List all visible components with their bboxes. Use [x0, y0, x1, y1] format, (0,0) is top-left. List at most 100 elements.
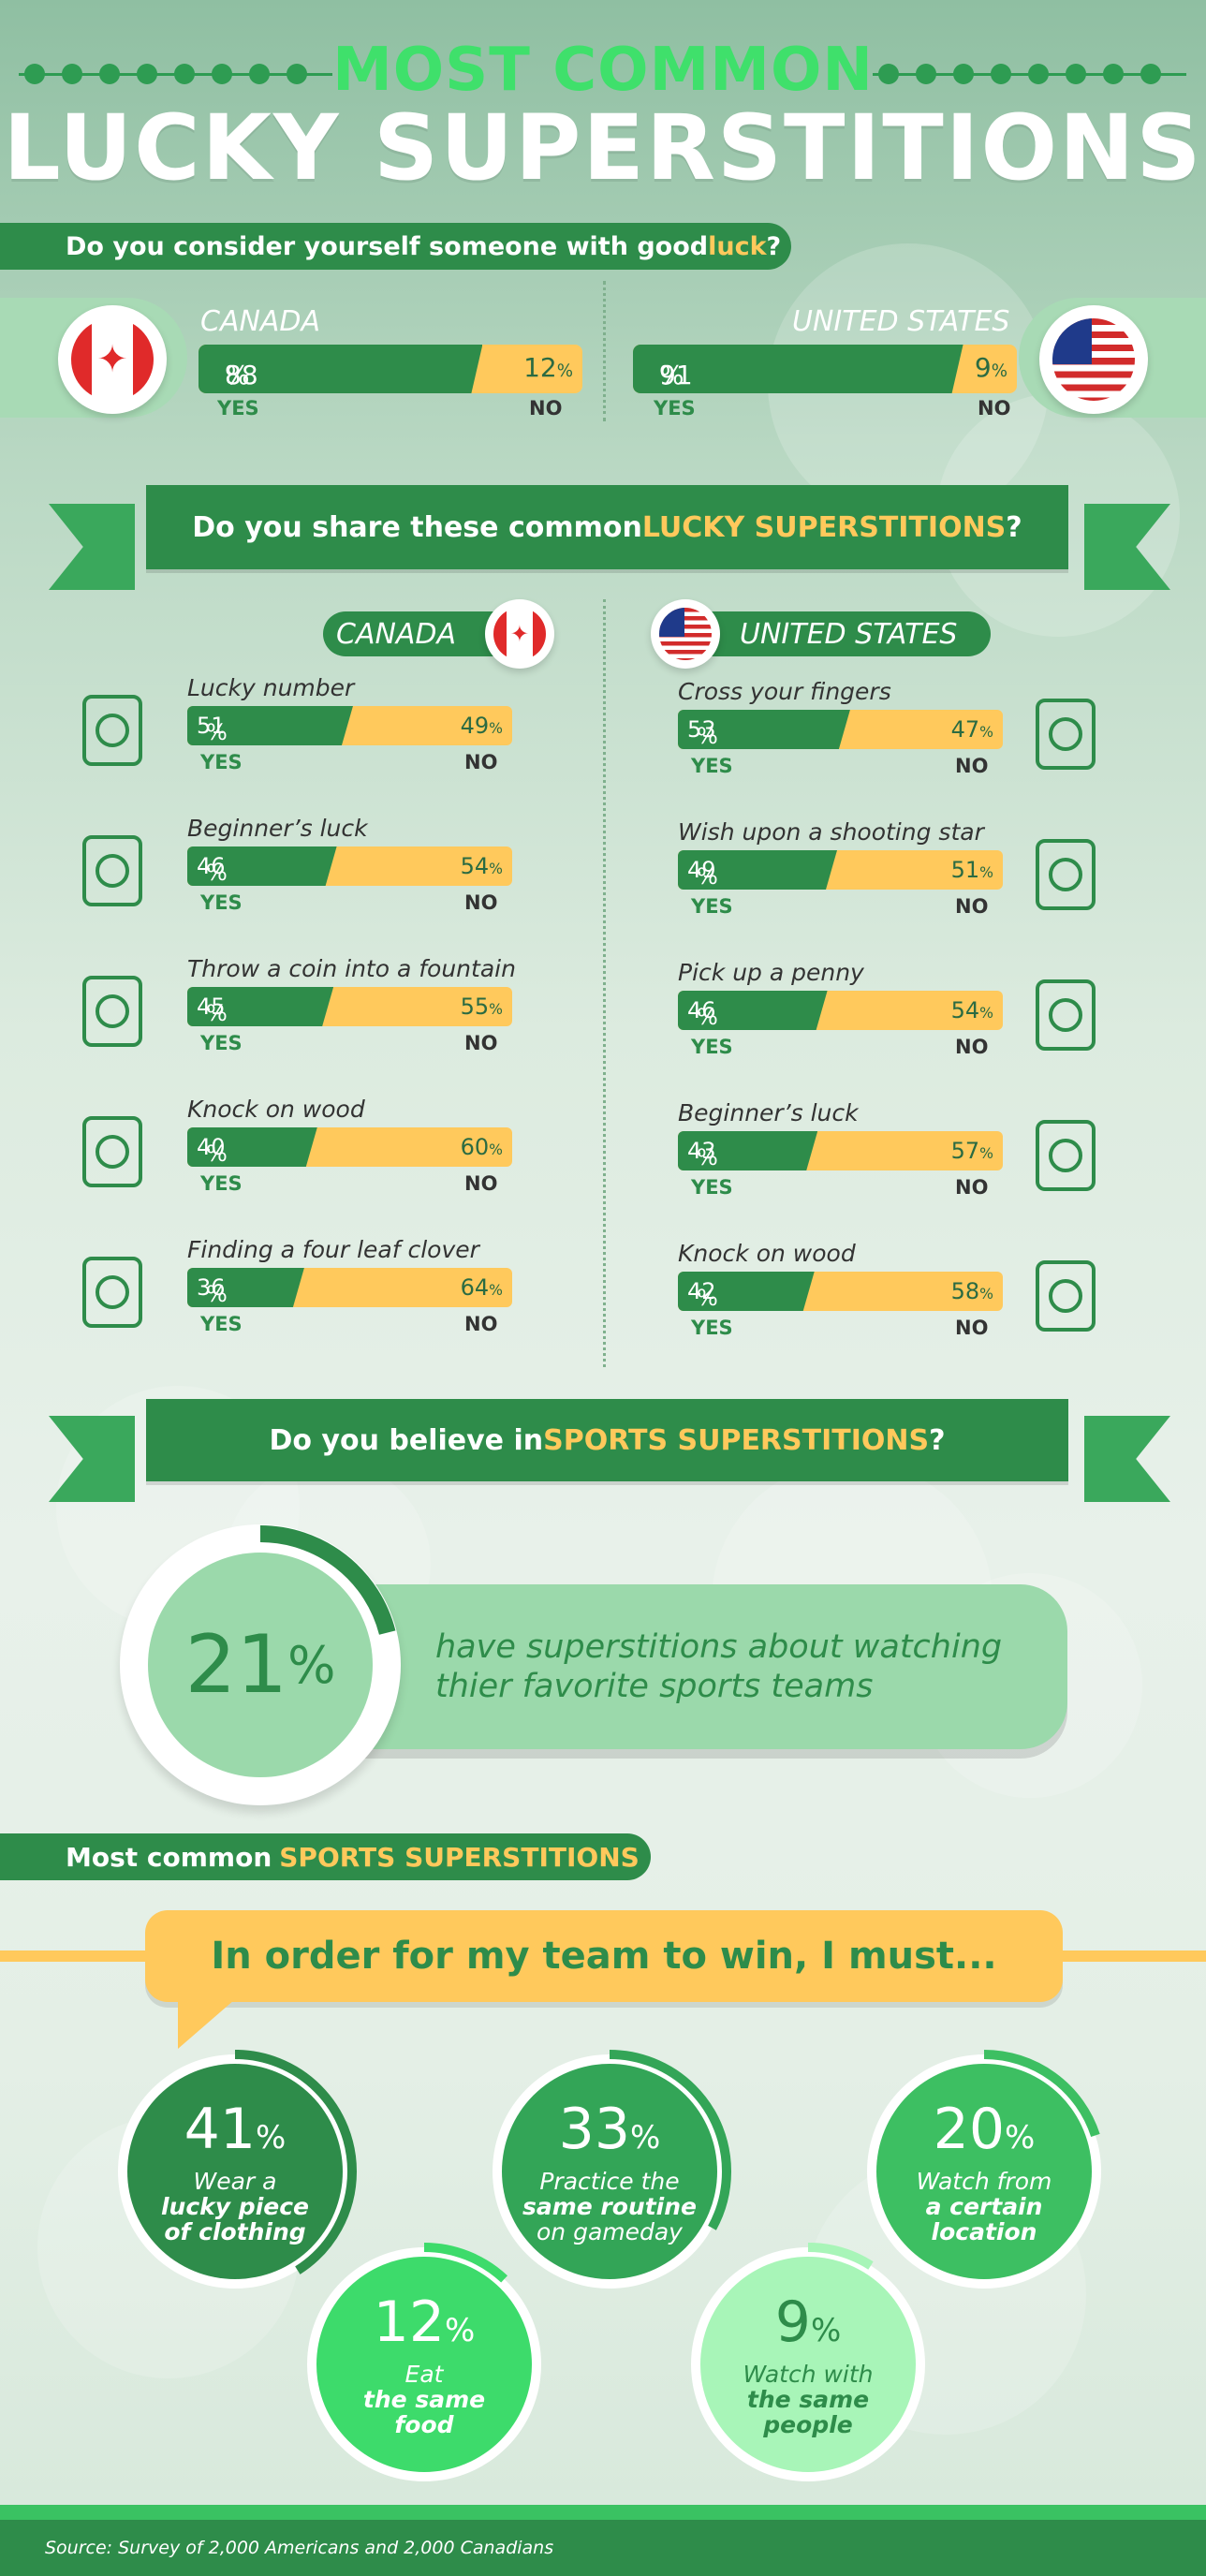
superstition-bar: 51% 49% — [187, 706, 512, 745]
us-flag-small — [651, 599, 720, 669]
clover-icon — [955, 66, 972, 82]
yes-label: YES — [691, 1176, 733, 1199]
no-label: NO — [955, 1036, 989, 1058]
sports-stat-circle: 33% Practice the same routine on gameday — [502, 2064, 717, 2279]
sports-stat-circle: 12% Eat the same food — [316, 2257, 532, 2472]
superstition-bar: 46% 54% — [187, 846, 512, 886]
no-label: NO — [464, 751, 498, 773]
superstition-bar: 36% 64% — [187, 1268, 512, 1307]
clover-icon — [139, 66, 155, 82]
superstition-title: Lucky number — [187, 674, 355, 701]
yes-label: YES — [654, 397, 696, 420]
canada-flag-small: ✦ — [485, 599, 554, 669]
yes-label: YES — [217, 397, 259, 420]
superstition-title: Cross your fingers — [678, 678, 891, 705]
clover-icon — [1030, 66, 1047, 82]
canada-luck-bar: 88% 12% — [199, 345, 582, 393]
clover-icon — [251, 66, 268, 82]
clover-icon — [880, 66, 897, 82]
penny-hand-icon — [1021, 968, 1114, 1062]
sports-stat-line2: thier favorite sports teams — [435, 1668, 874, 1705]
title-lucky-superstitions: LUCKY SUPERSTITIONS — [3, 96, 1203, 200]
us-name: UNITED STATES — [792, 305, 1010, 338]
superstition-bar: 49% 51% — [678, 850, 1003, 890]
sports-stat-arc — [121, 1525, 400, 1804]
superstition-bar: 42% 58% — [678, 1272, 1003, 1311]
superstition-title: Finding a four leaf clover — [187, 1236, 479, 1263]
lucky-superstitions-question: Do you share these common LUCKY SUPERSTI… — [146, 485, 1068, 569]
clover-icon — [176, 66, 193, 82]
us-luck-bar: 91% 9% — [633, 345, 1017, 393]
clover-icon — [101, 66, 118, 82]
header-clovers-left — [26, 66, 305, 82]
sports-stat-pill: have superstitions about watching thier … — [309, 1584, 1067, 1749]
no-label: NO — [529, 397, 563, 420]
superstition-bar: 46% 54% — [678, 991, 1003, 1030]
superstition-bar: 43% 57% — [678, 1131, 1003, 1170]
maple-leaf-icon: ✦ — [91, 317, 134, 402]
no-label: NO — [464, 1032, 498, 1054]
superstition-title: Wish upon a shooting star — [678, 818, 984, 846]
superstition-bar: 45% 55% — [187, 987, 512, 1026]
sports-stat-circle: 41% Wear a lucky piece of clothing — [127, 2064, 343, 2279]
clover-icon — [26, 66, 43, 82]
clover-icon — [1142, 66, 1159, 82]
thumb-coin-icon — [67, 964, 161, 1058]
sports-superstitions-question: Do you believe in SPORTS SUPERSTITIONS ? — [146, 1399, 1068, 1481]
good-luck-question: Do you consider yourself someone with go… — [0, 223, 791, 270]
stat-number: 33% — [558, 2097, 661, 2162]
yes-label: YES — [691, 1036, 733, 1058]
clover-icon — [288, 66, 305, 82]
stat-description: Eat the same food — [362, 2361, 486, 2438]
lucky-seven-icon — [67, 684, 161, 777]
yes-label: YES — [200, 1032, 243, 1054]
sports-stat-circle: 20% Watch from a certain location — [876, 2064, 1092, 2279]
ribbon-left — [49, 504, 135, 590]
superstition-title: Knock on wood — [678, 1240, 856, 1267]
shooting-star-icon — [1021, 828, 1114, 921]
header-divider-left — [19, 73, 332, 76]
canada-flag: ✦ — [58, 305, 167, 414]
no-label: NO — [955, 1317, 989, 1339]
superstition-bar: 53% 47% — [678, 710, 1003, 749]
clover-icon — [1105, 66, 1122, 82]
yes-label: YES — [691, 755, 733, 777]
header-divider-right — [873, 73, 1186, 76]
no-label: NO — [955, 895, 989, 918]
crossed-fingers-icon — [1021, 687, 1114, 781]
clover-icon — [213, 66, 230, 82]
stat-description: Watch with the same people — [743, 2361, 874, 2438]
sports-superstitions-heading: Most common SPORTS SUPERSTITIONS — [0, 1833, 651, 1880]
no-label: NO — [978, 397, 1011, 420]
section1-divider — [603, 281, 606, 421]
yes-label: YES — [200, 751, 243, 773]
stat-description: Watch from a certain location — [916, 2168, 1052, 2245]
superstition-title: Beginner’s luck — [678, 1099, 859, 1126]
speech-bubble-tail — [178, 2000, 234, 2049]
stat-number: 12% — [373, 2289, 476, 2355]
superstition-title: Beginner’s luck — [187, 815, 368, 842]
canada-name: CANADA — [200, 305, 321, 338]
stat-description: Wear a lucky piece of clothing — [160, 2168, 309, 2245]
stat-number: 9% — [774, 2289, 842, 2355]
yes-label: YES — [200, 1172, 243, 1195]
clover-icon — [1067, 66, 1084, 82]
superstition-title: Throw a coin into a fountain — [187, 955, 516, 982]
yes-label: YES — [200, 891, 243, 914]
knock-wood-icon — [1021, 1249, 1114, 1343]
no-label: NO — [955, 755, 989, 777]
speech-line-left — [0, 1950, 159, 1962]
superstition-title: Pick up a penny — [678, 959, 864, 986]
yes-label: YES — [691, 895, 733, 918]
four-leaf-clover-icon — [67, 1245, 161, 1339]
clover-icon — [993, 66, 1009, 82]
yes-label: YES — [691, 1317, 733, 1339]
footer-accent — [0, 2505, 1206, 2520]
header-clovers-right — [880, 66, 1159, 82]
no-label: NO — [464, 1313, 498, 1335]
sports-stat-inner: 21% — [148, 1553, 373, 1777]
maple-leaf-icon: ✦ — [506, 607, 534, 661]
source-text: Source: Survey of 2,000 Americans and 2,… — [45, 2538, 554, 2558]
clover-icon — [64, 66, 81, 82]
sports-stat-line1: have superstitions about watching — [435, 1628, 1003, 1666]
